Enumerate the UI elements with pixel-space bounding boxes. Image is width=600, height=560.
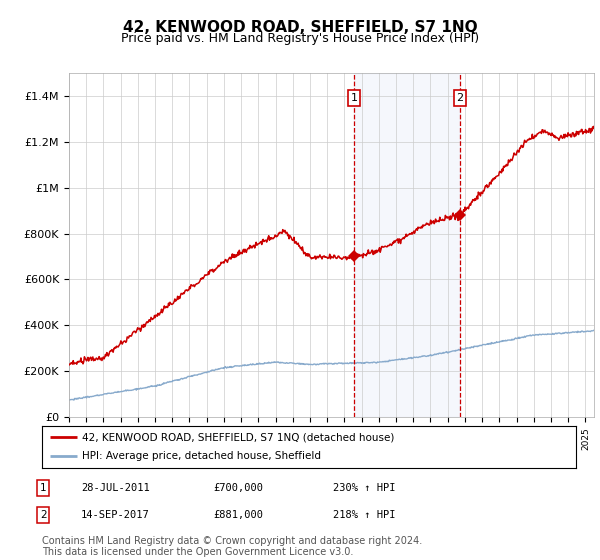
Text: 42, KENWOOD ROAD, SHEFFIELD, S7 1NQ (detached house): 42, KENWOOD ROAD, SHEFFIELD, S7 1NQ (det… — [82, 432, 394, 442]
Text: £700,000: £700,000 — [213, 483, 263, 493]
Text: 14-SEP-2017: 14-SEP-2017 — [81, 510, 150, 520]
Text: 230% ↑ HPI: 230% ↑ HPI — [333, 483, 395, 493]
Text: 1: 1 — [40, 483, 47, 493]
Text: £881,000: £881,000 — [213, 510, 263, 520]
Text: Price paid vs. HM Land Registry's House Price Index (HPI): Price paid vs. HM Land Registry's House … — [121, 32, 479, 45]
Text: Contains HM Land Registry data © Crown copyright and database right 2024.
This d: Contains HM Land Registry data © Crown c… — [42, 535, 422, 557]
Text: 1: 1 — [351, 93, 358, 103]
Text: 2: 2 — [457, 93, 463, 103]
Text: 218% ↑ HPI: 218% ↑ HPI — [333, 510, 395, 520]
Text: HPI: Average price, detached house, Sheffield: HPI: Average price, detached house, Shef… — [82, 451, 321, 461]
Text: 2: 2 — [40, 510, 47, 520]
Text: 28-JUL-2011: 28-JUL-2011 — [81, 483, 150, 493]
Bar — [354, 73, 460, 417]
Text: 42, KENWOOD ROAD, SHEFFIELD, S7 1NQ: 42, KENWOOD ROAD, SHEFFIELD, S7 1NQ — [122, 20, 478, 35]
